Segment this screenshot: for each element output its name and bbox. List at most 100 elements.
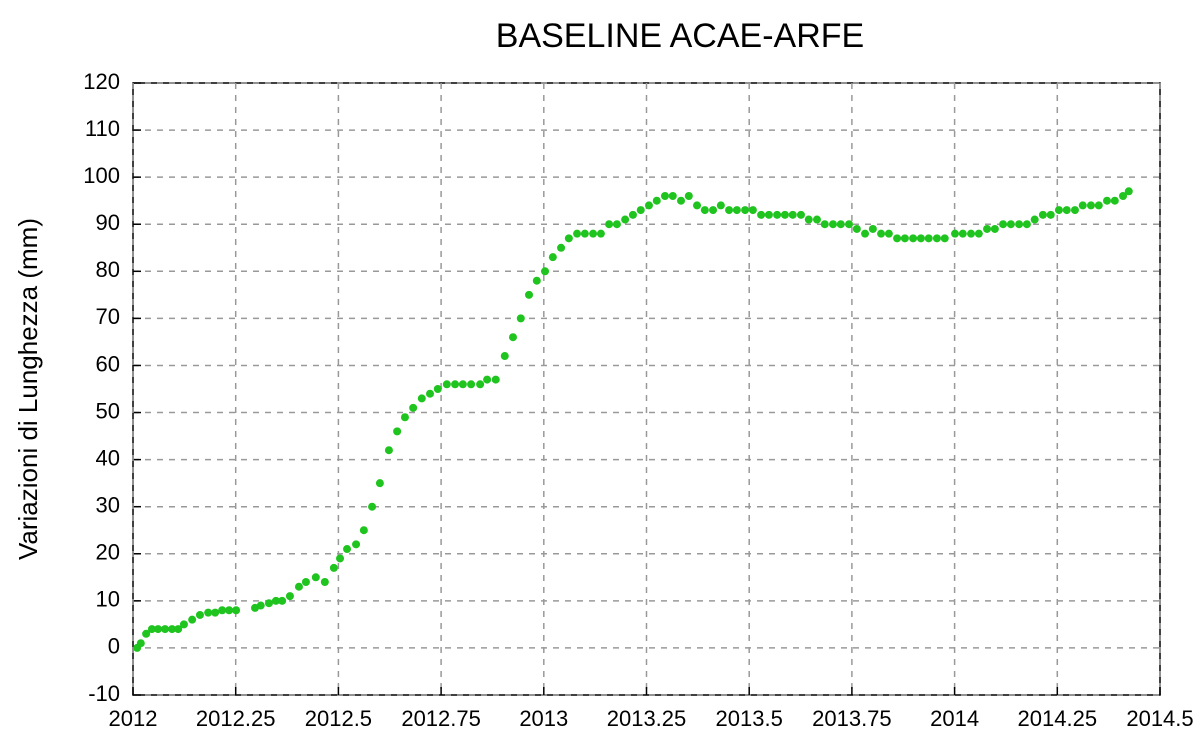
data-point [343, 545, 352, 554]
data-point [154, 625, 163, 634]
x-tick-label: 2012 [109, 706, 158, 731]
x-tick-label: 2014.25 [1018, 706, 1098, 731]
x-tick-label: 2013 [519, 706, 568, 731]
data-point [168, 625, 177, 634]
data-point [218, 606, 227, 615]
data-point [1094, 201, 1103, 210]
data-point [264, 599, 273, 608]
data-point [409, 403, 418, 412]
data-point [580, 229, 589, 238]
data-point [451, 380, 460, 389]
data-point [700, 206, 709, 215]
data-point [426, 389, 435, 398]
data-point [1046, 210, 1055, 219]
data-point [195, 610, 204, 619]
data-point [467, 380, 476, 389]
data-point [400, 413, 409, 422]
data-point [188, 615, 197, 624]
data-point [278, 596, 287, 605]
data-point [732, 206, 741, 215]
data-point [605, 220, 614, 229]
data-point [557, 243, 566, 252]
data-point [940, 234, 949, 243]
data-point [628, 210, 637, 219]
y-tick-label: 60 [96, 351, 120, 376]
y-tick-label: 110 [85, 116, 120, 141]
data-point [788, 210, 797, 219]
data-point [636, 206, 645, 215]
data-point [999, 220, 1008, 229]
data-point [668, 191, 677, 200]
data-point [508, 333, 517, 342]
y-tick-label: 0 [108, 634, 120, 659]
data-point [525, 290, 534, 299]
data-point [442, 380, 451, 389]
data-point [974, 229, 983, 238]
data-point [967, 229, 976, 238]
y-tick-label: 90 [96, 210, 120, 235]
x-tick-label: 2012.5 [305, 706, 372, 731]
data-point [725, 206, 734, 215]
data-point [621, 215, 630, 224]
data-point [174, 625, 183, 634]
data-point [932, 234, 941, 243]
data-point [161, 625, 170, 634]
data-point [211, 608, 220, 617]
data-point [1022, 220, 1031, 229]
data-point [829, 220, 838, 229]
data-point [384, 446, 393, 455]
data-point [204, 608, 213, 617]
y-tick-label: 50 [96, 398, 120, 423]
data-point [1119, 191, 1128, 200]
data-point [1070, 206, 1079, 215]
data-point [147, 625, 156, 634]
x-tick-label: 2014 [930, 706, 979, 731]
data-point [294, 582, 303, 591]
data-point [820, 220, 829, 229]
chart-title: BASELINE ACAE-ARFE [496, 17, 864, 55]
y-axis-label: Variazioni di Lunghezza (mm) [13, 218, 43, 560]
data-point [232, 606, 241, 615]
y-tick-label: 80 [96, 257, 120, 282]
data-point [179, 620, 188, 629]
data-point [1030, 215, 1039, 224]
data-point [491, 375, 500, 384]
data-point [573, 229, 582, 238]
data-point [684, 191, 693, 200]
data-point [596, 229, 605, 238]
x-tick-label: 2013.75 [812, 706, 892, 731]
data-point [990, 224, 999, 233]
y-tick-label: 120 [83, 69, 120, 94]
x-tick-label: 2013.25 [607, 706, 687, 731]
data-point [884, 229, 893, 238]
x-tick-label: 2013.5 [716, 706, 783, 731]
data-point [271, 596, 280, 605]
data-point [285, 592, 294, 601]
data-point [877, 229, 886, 238]
data-point [836, 220, 845, 229]
data-point [893, 234, 902, 243]
data-point [311, 573, 320, 582]
data-point [1086, 201, 1095, 210]
data-point [764, 210, 773, 219]
data-point [359, 526, 368, 535]
data-point [225, 606, 234, 615]
data-point [757, 210, 766, 219]
data-point [660, 191, 669, 200]
data-point [845, 220, 854, 229]
data-point [852, 224, 861, 233]
data-point [900, 234, 909, 243]
data-point [1054, 206, 1063, 215]
data-point [532, 276, 541, 285]
data-point [748, 206, 757, 215]
data-point [951, 229, 960, 238]
data-point [483, 375, 492, 384]
data-point [1015, 220, 1024, 229]
x-tick-label: 2012.75 [401, 706, 481, 731]
data-point [958, 229, 967, 238]
data-point [983, 224, 992, 233]
data-point [375, 479, 384, 488]
data-point [1103, 196, 1112, 205]
data-point [1124, 187, 1133, 196]
